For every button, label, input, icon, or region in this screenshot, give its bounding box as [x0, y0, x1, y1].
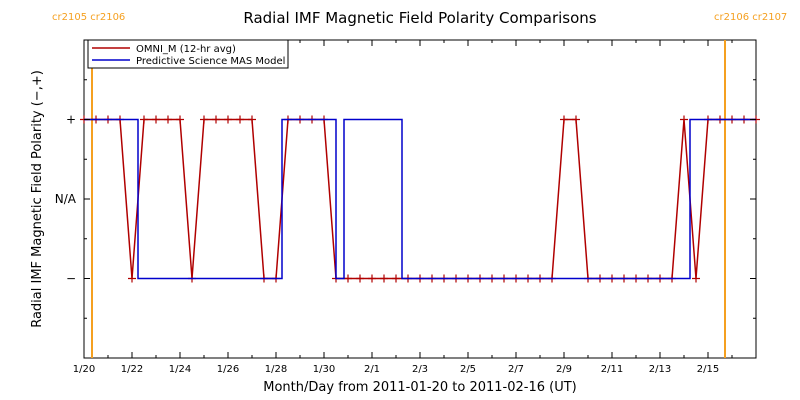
x-axis-label: Month/Day from 2011-01-20 to 2011-02-16 …	[263, 380, 576, 395]
omni-data-point	[572, 115, 580, 124]
omni-data-point	[236, 115, 244, 124]
omni-data-point	[164, 115, 172, 124]
x-tick-label: 1/22	[121, 364, 143, 375]
omni-data-point	[200, 115, 208, 124]
x-tick-label: 2/15	[697, 364, 719, 375]
x-tick-label: 2/9	[556, 364, 572, 375]
x-tick-label: 2/13	[649, 364, 671, 375]
legend-label-mas: Predictive Science MAS Model	[136, 56, 285, 67]
y-tick-label: −	[66, 272, 76, 286]
omni-data-point	[176, 115, 184, 124]
x-tick-label: 2/1	[364, 364, 380, 375]
omni-data-point	[140, 115, 148, 124]
omni-data-point	[224, 115, 232, 124]
omni-data-point	[344, 274, 352, 283]
x-tick-label: 1/24	[169, 364, 191, 375]
omni-data-point	[368, 274, 376, 283]
omni-data-point	[356, 274, 364, 283]
y-axis-label: Radial IMF Magnetic Field Polarity (−,+)	[30, 70, 45, 328]
omni-data-point	[248, 115, 256, 124]
x-tick-label: 1/28	[265, 364, 287, 375]
carrington-label-right: cr2106 cr2107	[714, 12, 787, 23]
y-tick-label: +	[66, 113, 76, 127]
chart-title: Radial IMF Magnetic Field Polarity Compa…	[243, 9, 596, 27]
omni-data-point	[152, 115, 160, 124]
omni-data-point	[692, 274, 700, 283]
x-tick-label: 1/20	[73, 364, 95, 375]
omni-data-point	[128, 274, 136, 283]
carrington-label-left: cr2105 cr2106	[52, 12, 125, 23]
legend: OMNI_M (12-hr avg) Predictive Science MA…	[87, 39, 289, 69]
omni-data-point	[212, 115, 220, 124]
x-tick-label: 2/11	[601, 364, 623, 375]
legend-label-omni: OMNI_M (12-hr avg)	[136, 44, 236, 55]
series-line-mas	[84, 118, 756, 280]
x-tick-label: 2/7	[508, 364, 524, 375]
omni-data-point	[380, 274, 388, 283]
y-tick-label: N/A	[55, 192, 77, 206]
x-tick-label: 2/3	[412, 364, 428, 375]
omni-data-point	[560, 115, 568, 124]
x-tick-label: 2/5	[460, 364, 476, 375]
omni-data-point	[392, 274, 400, 283]
series-line-omni	[84, 118, 756, 280]
x-tick-label: 1/30	[313, 364, 335, 375]
legend-box	[87, 39, 289, 69]
omni-data-point	[680, 115, 688, 124]
plot-frame	[83, 39, 757, 359]
x-tick-label: 1/26	[217, 364, 239, 375]
